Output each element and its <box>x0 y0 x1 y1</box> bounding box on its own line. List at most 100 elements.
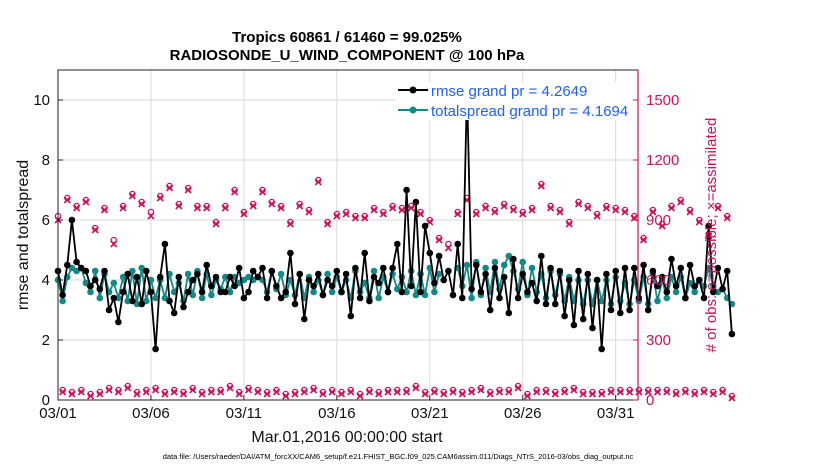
obs-assimilated-point <box>533 388 541 396</box>
obs-assimilated-point <box>602 204 610 212</box>
obs-assimilated-point <box>100 206 109 214</box>
obs-assimilated-point <box>468 388 476 396</box>
obs-assimilated-point <box>282 392 290 400</box>
obs-assimilated-point <box>235 390 243 398</box>
rmse-data-point <box>635 294 643 302</box>
obs-assimilated-point <box>370 206 378 214</box>
spread-data-point <box>328 288 336 296</box>
obs-assimilated-point <box>426 218 434 226</box>
rmse-data-point <box>203 261 210 269</box>
rmse-data-point <box>491 264 499 272</box>
spread-data-point <box>431 288 438 296</box>
rmse-data-point <box>417 288 424 296</box>
obs-assimilated-point <box>217 388 225 396</box>
rmse-data-point <box>426 249 434 257</box>
legend-box <box>396 82 632 120</box>
x-axis-ticks: 03/01 03/06 03/11 03/16 03/21 03/26 03/31 <box>39 395 634 422</box>
y-right-tick-label: 300 <box>646 332 671 349</box>
obs-assimilated-point <box>305 208 313 216</box>
obs-assimilated-point <box>110 240 118 248</box>
obs-assimilated-point <box>495 388 504 396</box>
obs-assimilated-point <box>458 390 466 398</box>
obs-assimilated-point <box>616 388 624 396</box>
obs-assimilated-point <box>472 210 480 218</box>
spread-data-point <box>403 288 410 296</box>
rmse-data-point <box>431 279 438 287</box>
obs-assimilated-point <box>486 390 494 398</box>
series-lines <box>54 84 736 353</box>
legend-rmse-marker <box>409 86 417 94</box>
rmse-data-point <box>445 267 452 275</box>
obs-assimilated-point <box>86 392 95 400</box>
obs-assimilated-point <box>565 220 573 228</box>
obs-assimilated-point <box>626 388 634 396</box>
rmse-data-point <box>649 267 657 275</box>
rmse-data-point <box>705 222 712 230</box>
obs-assimilated-point <box>649 208 657 216</box>
rmse-data-point <box>524 288 531 296</box>
rmse-data-point <box>333 267 341 275</box>
obs-assimilated-point <box>119 204 127 212</box>
obs-assimilated-point <box>412 384 420 392</box>
data-file-footnote: data file: /Users/raeder/DAI/ATM_forcXX/… <box>163 452 634 461</box>
rmse-data-point <box>287 249 294 257</box>
obs-assimilated-point <box>384 388 392 396</box>
rmse-data-point <box>658 273 666 281</box>
rmse-data-point <box>138 300 145 308</box>
spread-data-point <box>87 288 94 296</box>
obs-assimilated-point <box>77 388 85 396</box>
obs-assimilated-point <box>333 212 341 220</box>
x-tick-label: 03/16 <box>318 405 356 422</box>
rmse-data-point <box>96 285 104 293</box>
obs-assimilated-point <box>375 390 383 398</box>
obs-assimilated-point <box>509 206 518 214</box>
rmse-data-point <box>496 294 503 302</box>
obs-assimilated-point <box>695 218 703 226</box>
obs-assimilated-point <box>142 388 150 396</box>
y-right-axis-ticks: 0 300 600 900 1200 1500 <box>633 70 679 409</box>
rmse-data-point <box>87 282 94 290</box>
rmse-data-point <box>412 198 420 206</box>
rmse-data-point <box>584 270 592 278</box>
obs-assimilated-point <box>91 226 99 234</box>
obs-assimilated-point <box>681 388 689 396</box>
legend-spread-marker <box>409 106 417 114</box>
obs-assimilated-point <box>96 390 104 398</box>
x-axis-label: Mar.01,2016 00:00:00 start <box>251 429 443 446</box>
spread-data-point <box>184 270 192 278</box>
spread-data-point <box>91 267 99 275</box>
obs-count-markers <box>54 176 736 402</box>
chart-subtitle: RADIOSONDE_U_WIND_COMPONENT @ 100 hPa <box>170 47 525 64</box>
spread-data-point <box>491 258 499 266</box>
obs-assimilated-point <box>672 390 680 398</box>
rmse-data-point <box>407 282 415 290</box>
y-right-tick-label: 1200 <box>646 152 679 169</box>
spread-data-point <box>245 273 252 281</box>
rmse-data-point <box>273 282 280 290</box>
obs-assimilated-point <box>114 388 122 396</box>
rmse-data-point <box>184 288 192 296</box>
rmse-data-point <box>235 264 243 272</box>
rmse-data-point <box>612 267 619 275</box>
rmse-data-point <box>700 294 708 302</box>
rmse-data-point <box>398 288 406 296</box>
rmse-data-point <box>719 285 726 293</box>
rmse-data-point <box>249 267 257 275</box>
obs-assimilated-point <box>454 210 462 218</box>
legend-spread-label: totalspread grand pr = 4.1694 <box>431 103 628 120</box>
obs-assimilated-point <box>286 220 294 228</box>
rmse-data-point <box>696 276 703 284</box>
obs-assimilated-point <box>416 210 425 218</box>
x-tick-label: 03/06 <box>132 405 170 422</box>
rmse-data-point <box>449 291 457 299</box>
obs-assimilated-point <box>73 204 81 212</box>
rmse-data-point <box>310 282 317 290</box>
x-tick-label: 03/26 <box>504 405 542 422</box>
rmse-data-point <box>59 291 66 299</box>
obs-assimilated-point <box>310 386 318 394</box>
obs-possible-point <box>445 240 452 248</box>
obs-assimilated-point <box>686 208 694 216</box>
rmse-data-point <box>440 276 448 284</box>
rmse-data-point <box>370 273 378 281</box>
obs-assimilated-point <box>59 388 67 396</box>
